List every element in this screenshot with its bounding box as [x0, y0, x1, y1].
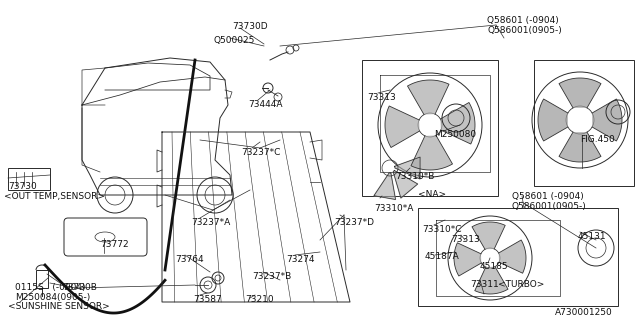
Text: 73237*B: 73237*B — [252, 272, 291, 281]
Polygon shape — [472, 222, 505, 249]
Polygon shape — [395, 157, 420, 179]
Text: <OUT TEMP,SENSOR>: <OUT TEMP,SENSOR> — [4, 192, 105, 201]
Polygon shape — [385, 106, 420, 148]
Polygon shape — [538, 99, 568, 141]
Text: 45185: 45185 — [480, 262, 509, 271]
Text: 45187A: 45187A — [425, 252, 460, 261]
Bar — [36, 270, 48, 288]
Text: 73310*B: 73310*B — [395, 172, 435, 181]
Text: <NA>: <NA> — [418, 190, 446, 199]
Text: <SUNSHINE SENSOR>: <SUNSHINE SENSOR> — [8, 302, 109, 311]
Text: 73311: 73311 — [470, 280, 499, 289]
Text: 73313: 73313 — [367, 93, 396, 102]
Polygon shape — [475, 267, 508, 294]
Text: M250084(0905-): M250084(0905-) — [15, 293, 90, 302]
Text: 73587: 73587 — [193, 295, 221, 304]
Text: Q58601 (-0904): Q58601 (-0904) — [487, 16, 559, 25]
Text: 73274: 73274 — [286, 255, 314, 264]
Text: 73730D: 73730D — [232, 22, 268, 31]
Bar — [534, 60, 634, 186]
Text: 73444A: 73444A — [248, 100, 282, 109]
Text: Q586001(0905-): Q586001(0905-) — [487, 26, 562, 35]
Text: 0115S   (-0904): 0115S (-0904) — [15, 283, 86, 292]
Text: 73772: 73772 — [100, 240, 129, 249]
Polygon shape — [559, 132, 601, 162]
Text: 45131: 45131 — [578, 232, 607, 241]
Polygon shape — [592, 99, 622, 141]
Text: FIG.450: FIG.450 — [580, 135, 615, 144]
Polygon shape — [499, 240, 526, 273]
Bar — [362, 60, 498, 196]
Polygon shape — [454, 243, 481, 276]
Text: 73310*A: 73310*A — [374, 204, 413, 213]
Text: 73730: 73730 — [8, 182, 36, 191]
Text: <TURBO>: <TURBO> — [498, 280, 545, 289]
Text: 73237*D: 73237*D — [334, 218, 374, 227]
Text: 73237*C: 73237*C — [241, 148, 280, 157]
Polygon shape — [411, 135, 452, 170]
Text: Q500025: Q500025 — [213, 36, 254, 45]
Text: A730001250: A730001250 — [555, 308, 612, 317]
Text: 73313: 73313 — [451, 235, 480, 244]
Text: Q58601 (-0904): Q58601 (-0904) — [512, 192, 584, 201]
Bar — [418, 208, 618, 306]
Text: M250080: M250080 — [434, 130, 476, 139]
Polygon shape — [393, 171, 418, 198]
Polygon shape — [408, 80, 449, 115]
Text: Q586001(0905-): Q586001(0905-) — [512, 202, 587, 211]
Polygon shape — [559, 78, 601, 108]
Text: 73237*A: 73237*A — [191, 218, 230, 227]
Polygon shape — [374, 173, 396, 199]
Text: 73730B: 73730B — [62, 283, 97, 292]
Bar — [8, 168, 50, 190]
Text: 73310*C: 73310*C — [422, 225, 461, 234]
Text: 73764: 73764 — [175, 255, 204, 264]
Text: 73210: 73210 — [245, 295, 274, 304]
Polygon shape — [440, 102, 475, 144]
